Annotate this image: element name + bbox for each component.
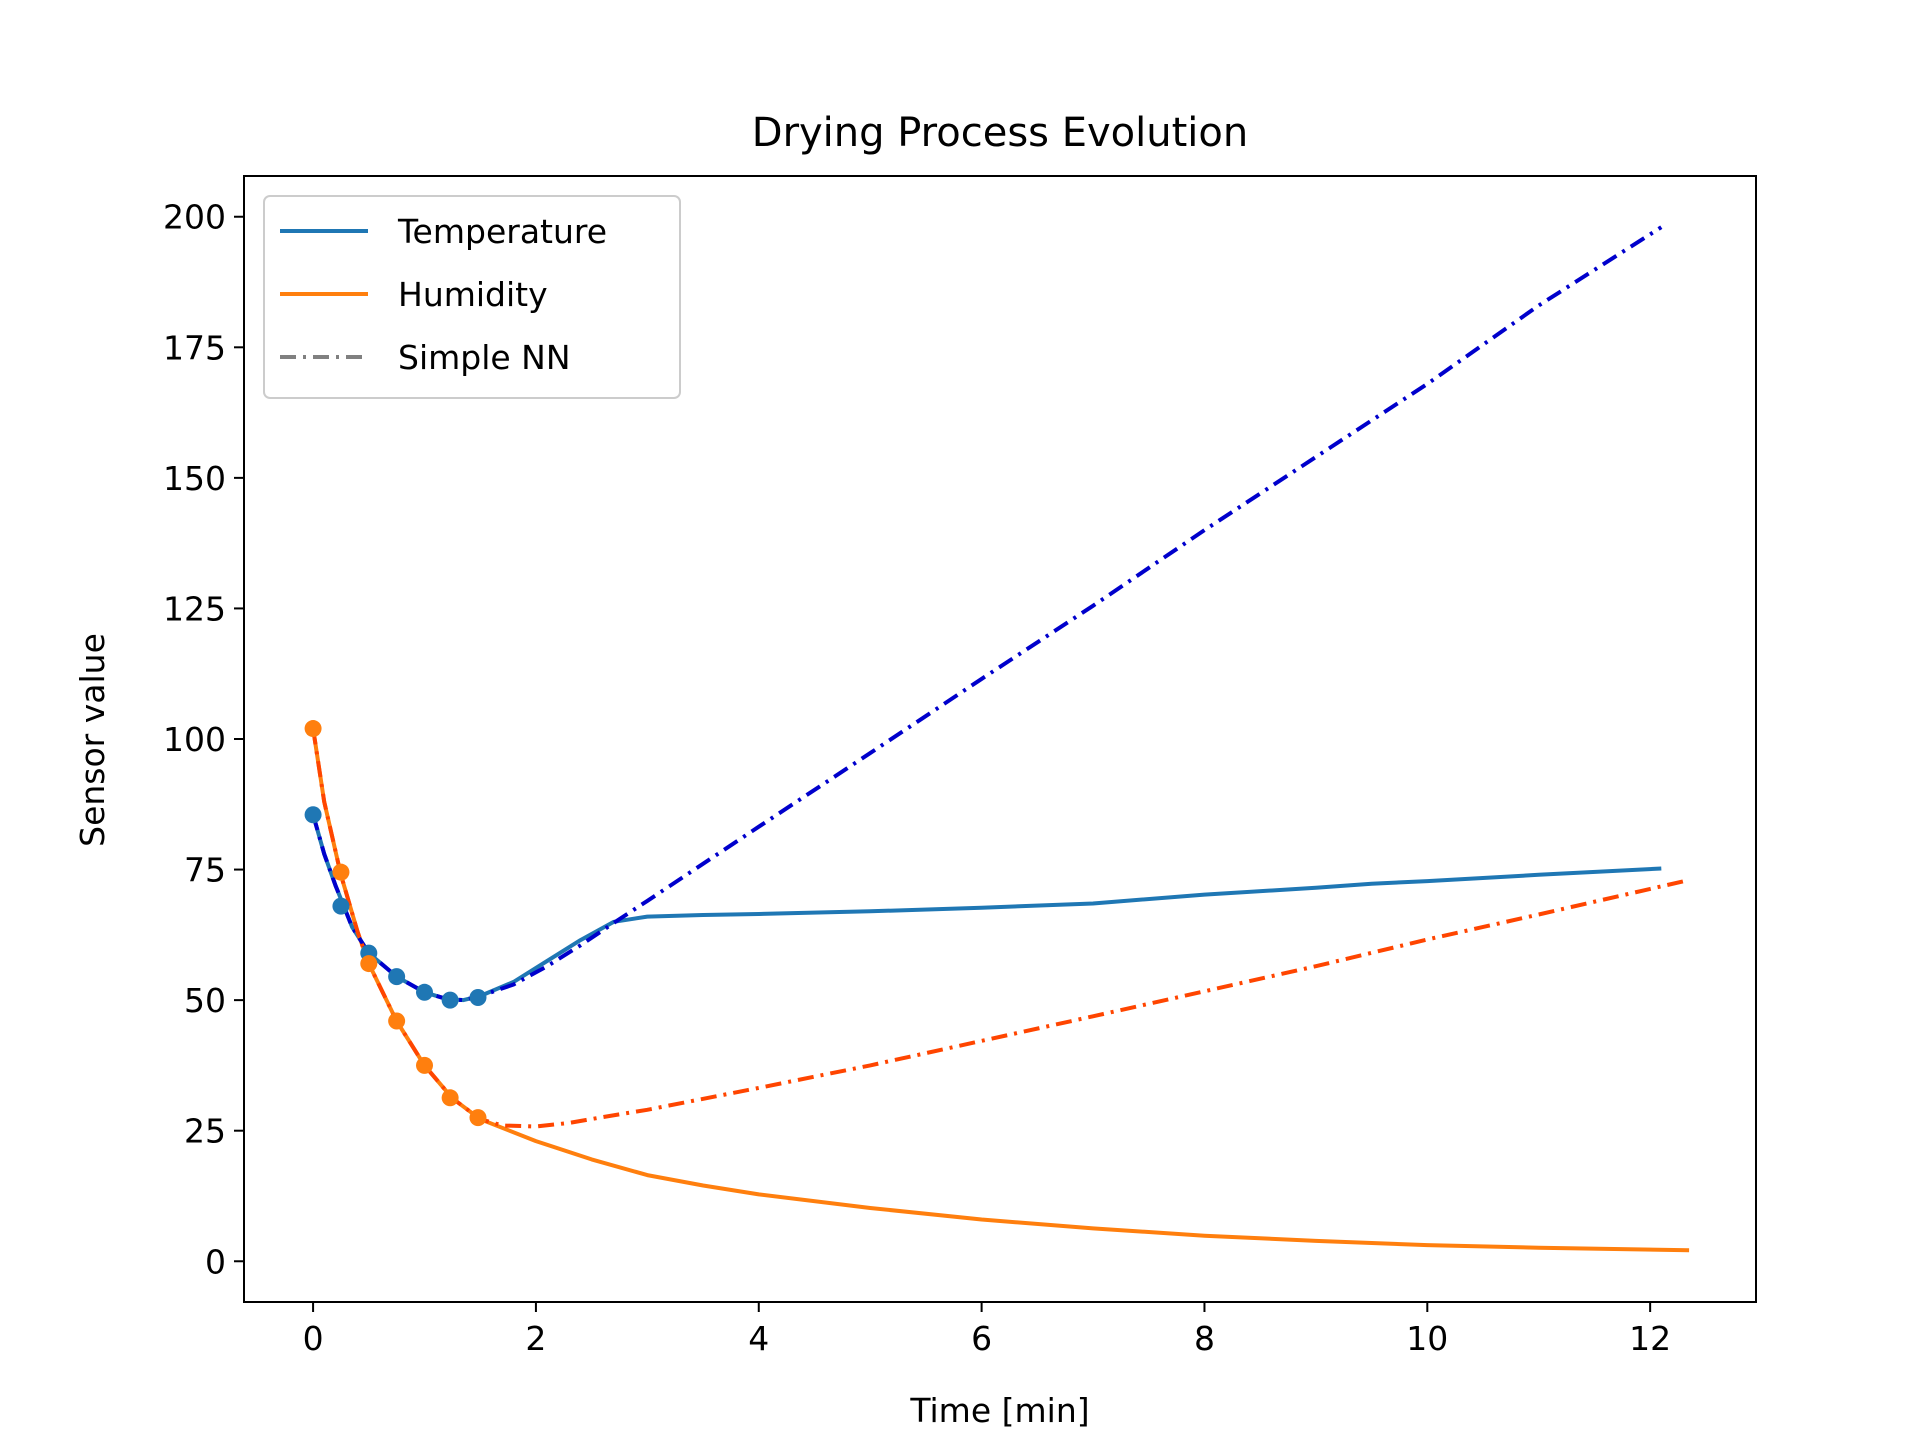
y-tick-label: 0 — [205, 1242, 226, 1281]
series-line-humidity-simple-nn — [311, 728, 1690, 1129]
data-point-humidity — [304, 720, 322, 738]
x-tick-label: 2 — [525, 1319, 546, 1358]
x-tick-label: 6 — [971, 1319, 992, 1358]
y-axis: 0 25 50 75 100 125 150 175 200 — [163, 198, 244, 1281]
y-tick-label: 125 — [163, 589, 226, 628]
data-point-humidity — [360, 955, 378, 973]
x-tick-label: 10 — [1406, 1319, 1448, 1358]
y-tick-label: 175 — [163, 328, 226, 367]
plot-frame — [243, 175, 1757, 1303]
plot-area — [304, 225, 1690, 1253]
data-point-temperature — [441, 991, 459, 1009]
data-point-temperature — [469, 989, 487, 1007]
chart-title: Drying Process Evolution — [752, 110, 1248, 156]
data-point-humidity — [416, 1056, 434, 1074]
legend-label: Humidity — [398, 275, 548, 314]
data-point-temperature — [304, 806, 322, 824]
x-tick-label: 8 — [1194, 1319, 1215, 1358]
y-tick-label: 150 — [163, 459, 226, 498]
data-point-temperature — [332, 897, 350, 915]
x-tick-label: 0 — [303, 1319, 324, 1358]
x-axis: 0 2 4 6 8 10 12 — [303, 1302, 1671, 1358]
data-point-humidity — [388, 1012, 406, 1030]
legend-label: Temperature — [397, 212, 607, 251]
legend-label: Simple NN — [398, 338, 571, 377]
data-point-temperature — [388, 968, 406, 986]
data-point-humidity — [441, 1089, 459, 1107]
y-tick-label: 25 — [184, 1112, 226, 1151]
data-point-humidity — [469, 1109, 487, 1127]
y-tick-label: 100 — [163, 720, 226, 759]
y-axis-label: Sensor value — [73, 633, 112, 847]
y-tick-label: 50 — [184, 981, 226, 1020]
legend-box — [263, 195, 681, 399]
data-point-humidity — [332, 863, 350, 881]
y-tick-label: 200 — [163, 198, 226, 237]
data-point-temperature — [416, 983, 434, 1001]
x-axis-label: Time [min] — [909, 1391, 1089, 1430]
y-tick-label: 75 — [184, 851, 226, 890]
legend: Temperature Humidity Simple NN — [263, 195, 681, 399]
x-tick-label: 12 — [1629, 1319, 1671, 1358]
x-tick-label: 4 — [748, 1319, 769, 1358]
